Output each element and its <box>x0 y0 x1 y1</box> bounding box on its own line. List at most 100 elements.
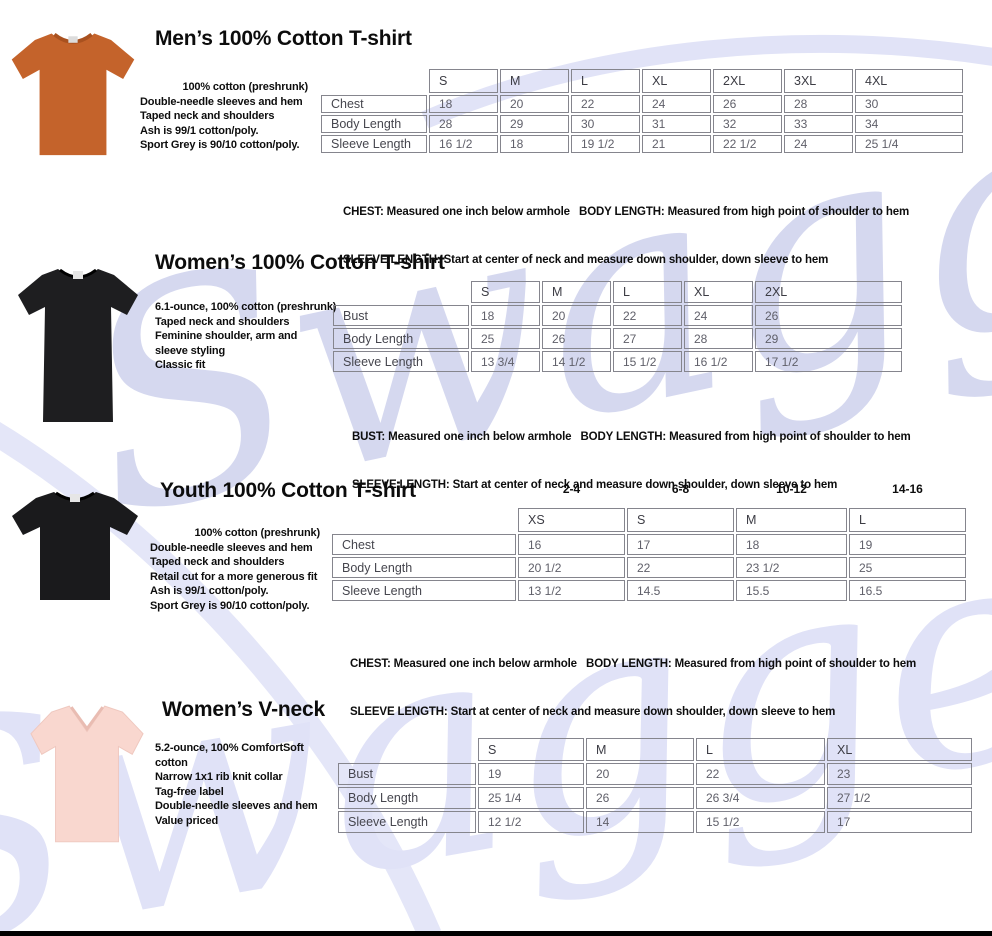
description-line: Value priced <box>155 814 219 827</box>
age-group-label: 14-16 <box>892 482 923 496</box>
row-label: Body Length <box>338 787 476 809</box>
measurement-cell: 34 <box>855 115 963 133</box>
measurement-cell: 16 <box>518 534 625 555</box>
row-label: Sleeve Length <box>321 135 427 153</box>
description-line: 5.2-ounce, 100% ComfortSoft <box>155 742 304 754</box>
page-title: Men’s 100% Cotton T-shirt <box>155 27 412 50</box>
page-title: Youth 100% Cotton T-shirt <box>160 479 416 502</box>
description-line: Retail cut for a more generous fit <box>150 570 318 583</box>
measurement-cell: 25 1/4 <box>855 135 963 153</box>
size-column-header: 4XL <box>855 69 963 93</box>
neck-label-icon <box>70 494 80 502</box>
womens-description: 6.1-ounce, 100% cotton (preshrunk) Taped… <box>155 300 340 373</box>
measurement-cell: 16 1/2 <box>429 135 498 153</box>
row-label: Bust <box>338 763 476 785</box>
size-column-header: 3XL <box>784 69 853 93</box>
measurement-cell: 33 <box>784 115 853 133</box>
description-line: 100% cotton (preshrunk) <box>194 527 320 539</box>
measurement-cell: 13 1/2 <box>518 580 625 601</box>
size-column-header: L <box>571 69 640 93</box>
measurement-cell: 15 1/2 <box>696 811 825 833</box>
row-label: Body Length <box>333 328 469 349</box>
measurement-cell: 24 <box>784 135 853 153</box>
measurement-cell: 17 1/2 <box>755 351 902 372</box>
note-line: CHEST: Measured one inch below armhole B… <box>343 206 910 218</box>
size-column-header: M <box>542 281 611 303</box>
measurement-cell: 20 <box>586 763 694 785</box>
size-column-header: XL <box>642 69 711 93</box>
measurement-cell: 26 <box>713 95 782 113</box>
youth-description: 100% cotton (preshrunk) Double-needle sl… <box>150 526 320 613</box>
measurement-cell: 26 3/4 <box>696 787 825 809</box>
description-line: Feminine shoulder, arm and <box>155 330 298 342</box>
note-line: CHEST: Measured one inch below armhole B… <box>350 658 917 670</box>
womens-shirt-image <box>18 268 138 422</box>
description-line: Tag-free label <box>155 785 224 798</box>
age-group-label: 10-12 <box>776 482 807 496</box>
size-column-header: L <box>613 281 682 303</box>
measurement-cell: 22 <box>696 763 825 785</box>
measurement-cell: 29 <box>500 115 569 133</box>
size-column-header: S <box>478 738 584 761</box>
youth-shirt-image <box>12 491 138 600</box>
measurement-cell: 19 1/2 <box>571 135 640 153</box>
measurement-cell: 18 <box>500 135 569 153</box>
measurement-cell: 13 3/4 <box>471 351 540 372</box>
measurement-cell: 30 <box>571 115 640 133</box>
measurement-cell: 25 <box>471 328 540 349</box>
size-column-header: M <box>586 738 694 761</box>
measurement-cell: 31 <box>642 115 711 133</box>
description-line: 6.1-ounce, 100% cotton (preshrunk) <box>155 301 337 313</box>
description-line: 100% cotton (preshrunk) <box>182 81 308 93</box>
measurement-cell: 23 1/2 <box>736 557 847 578</box>
measurement-cell: 16.5 <box>849 580 966 601</box>
size-column-header: S <box>627 508 734 532</box>
row-label: Body Length <box>321 115 427 133</box>
row-label: Chest <box>321 95 427 113</box>
row-label: Chest <box>332 534 516 555</box>
measurement-cell: 14 <box>586 811 694 833</box>
measurement-notes: CHEST: Measured one inch below armhole B… <box>343 172 909 300</box>
measurement-cell: 25 <box>849 557 966 578</box>
measurement-cell: 12 1/2 <box>478 811 584 833</box>
measurement-cell: 28 <box>429 115 498 133</box>
size-column-header: L <box>696 738 825 761</box>
size-column-header: XL <box>827 738 972 761</box>
measurement-cell: 27 <box>613 328 682 349</box>
measurement-cell: 24 <box>642 95 711 113</box>
measurement-cell: 26 <box>755 305 902 326</box>
measurement-cell: 28 <box>784 95 853 113</box>
measurement-cell: 22 1/2 <box>713 135 782 153</box>
size-column-header: M <box>500 69 569 93</box>
size-column-header: XL <box>684 281 753 303</box>
measurement-cell: 27 1/2 <box>827 787 972 809</box>
measurement-cell: 18 <box>429 95 498 113</box>
vneck-shirt-image <box>30 705 144 843</box>
youth-age-groups: 2-4 6-8 10-12 14-16 <box>332 481 966 497</box>
mens-shirt-image <box>11 32 135 156</box>
measurement-cell: 16 1/2 <box>684 351 753 372</box>
measurement-cell: 25 1/4 <box>478 787 584 809</box>
measurement-cell: 30 <box>855 95 963 113</box>
description-line: Taped neck and shoulders <box>150 556 285 568</box>
size-column-header: S <box>429 69 498 93</box>
row-label: Sleeve Length <box>332 580 516 601</box>
measurement-cell: 26 <box>542 328 611 349</box>
mens-size-table: S M L XL 2XL 3XL 4XL Chest 18 20 22 24 2… <box>321 69 963 153</box>
measurement-cell: 17 <box>827 811 972 833</box>
measurement-cell: 29 <box>755 328 902 349</box>
measurement-cell: 14.5 <box>627 580 734 601</box>
measurement-cell: 26 <box>586 787 694 809</box>
note-line: SLEEVE LENGTH: Start at center of neck a… <box>352 479 838 491</box>
row-label: Sleeve Length <box>338 811 476 833</box>
description-line: Ash is 99/1 cotton/poly. <box>140 124 259 137</box>
age-group-label: 6-8 <box>671 482 690 496</box>
collar-icon <box>70 706 104 732</box>
row-label: Bust <box>333 305 469 326</box>
measurement-cell: 14 1/2 <box>542 351 611 372</box>
vneck-size-table: S M L XL Bust 19 20 22 23 Body Length 25… <box>338 738 972 833</box>
